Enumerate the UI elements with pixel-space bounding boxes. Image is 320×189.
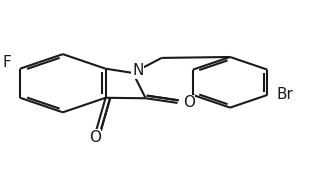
Text: O: O bbox=[89, 130, 101, 145]
Text: F: F bbox=[3, 55, 12, 70]
Text: N: N bbox=[132, 63, 143, 78]
Text: Br: Br bbox=[276, 88, 293, 102]
Text: O: O bbox=[183, 95, 195, 110]
